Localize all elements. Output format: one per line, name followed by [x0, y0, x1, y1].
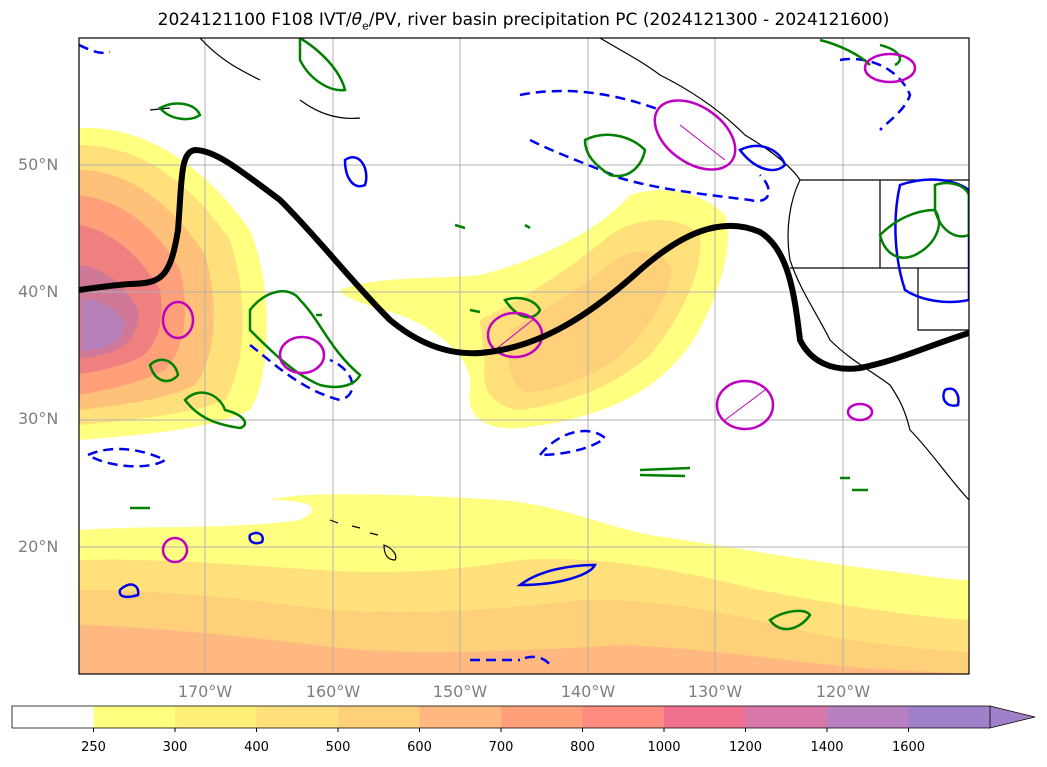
- jet-contour: [79, 146, 969, 372]
- lon-label-150w: 150°W: [432, 682, 488, 701]
- lon-label-140w: 140°W: [560, 682, 616, 701]
- colorbar-tick-label: 400: [244, 740, 269, 755]
- colorbar-segment: [338, 706, 420, 728]
- colorbar-tick-label: 300: [162, 740, 188, 755]
- colorbar-tick-label: 700: [488, 740, 514, 755]
- lat-label-50n: 50°N: [18, 155, 59, 174]
- precip-pc-contours: [161, 52, 917, 564]
- pv-solid-contours: [118, 144, 969, 599]
- colorbar-segment: [175, 706, 257, 728]
- lon-label-130w: 130°W: [687, 682, 743, 701]
- colorbar-tick-label: 250: [81, 740, 106, 755]
- lat-label-20n: 20°N: [18, 537, 59, 556]
- colorbar-extend-arrow: [989, 705, 1036, 729]
- colorbar-segment: [745, 706, 828, 728]
- colorbar-tick-label: 800: [570, 740, 595, 755]
- map-frame: [78, 37, 970, 675]
- colorbar-segment: [582, 706, 665, 728]
- colorbar-tick-label: 1600: [891, 740, 926, 755]
- colorbar-segment: [12, 706, 94, 728]
- lat-label-30n: 30°N: [18, 409, 59, 428]
- colorbar-segment: [419, 706, 502, 728]
- colorbar-tick-label: 500: [325, 740, 351, 755]
- colorbar-segment: [827, 706, 909, 728]
- colorbar-tick-label: 600: [407, 740, 432, 755]
- colorbar-tick-label: 1400: [810, 740, 844, 755]
- pv-dashed-contours: [79, 43, 912, 666]
- map-content: [79, 38, 969, 674]
- colorbar-segment: [256, 706, 339, 728]
- lon-label-170w: 170°W: [177, 682, 233, 701]
- colorbar-segment: [908, 706, 991, 728]
- colorbar-segment: [93, 706, 176, 728]
- colorbar-segment: [664, 706, 746, 728]
- colorbar: [11, 705, 1036, 732]
- colorbar-segment: [501, 706, 583, 728]
- colorbar-tick-label: 1200: [728, 740, 763, 755]
- title-theta: θ: [351, 10, 362, 30]
- lon-label-120w: 120°W: [815, 682, 871, 701]
- colorbar-tick-label: 1000: [647, 740, 681, 755]
- lat-label-40n: 40°N: [18, 282, 59, 301]
- lon-label-160w: 160°W: [305, 682, 361, 701]
- title-prefix: 2024121100 F108 IVT/: [157, 10, 352, 30]
- title-suffix: /PV, river basin precipitation PC (20241…: [368, 10, 890, 30]
- title-sub: e: [362, 19, 369, 33]
- coastline: [149, 38, 969, 561]
- figure-title: 2024121100 F108 IVT/θe/PV, river basin p…: [0, 10, 1047, 32]
